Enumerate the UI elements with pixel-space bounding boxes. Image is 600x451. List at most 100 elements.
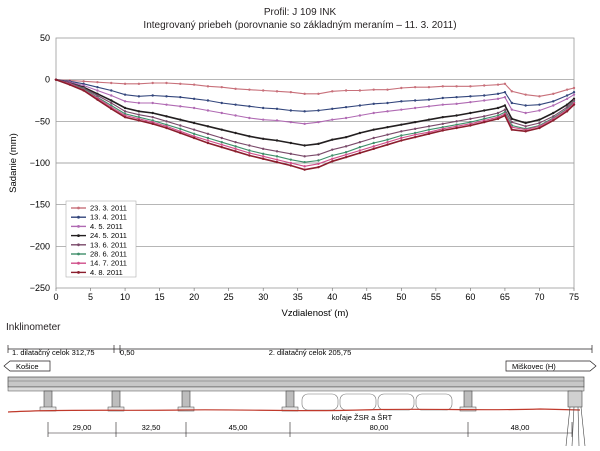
series-point <box>469 124 472 127</box>
chart-title-line2: Integrovaný priebeh (porovnanie so zákla… <box>143 20 457 31</box>
series-point <box>344 153 348 156</box>
train-car <box>339 393 377 411</box>
series-point <box>96 98 99 101</box>
series-point <box>524 111 527 115</box>
series-point <box>220 136 223 140</box>
series-point <box>565 103 569 106</box>
series-point <box>483 119 486 122</box>
series-point <box>413 135 417 139</box>
bridge-pier <box>111 390 121 409</box>
series-point <box>572 93 576 96</box>
legend-marker <box>77 215 80 219</box>
series-point <box>151 122 154 126</box>
series-point <box>220 128 223 131</box>
series-point <box>96 92 99 96</box>
series-point <box>289 109 293 112</box>
x-tick-label: 65 <box>500 292 510 302</box>
series-point <box>123 115 127 119</box>
series-point <box>275 155 279 158</box>
series-point <box>455 120 458 123</box>
series-point <box>289 158 293 161</box>
series-line <box>55 78 575 171</box>
series-point <box>262 118 265 121</box>
series-line <box>55 79 575 97</box>
series-point <box>427 105 431 108</box>
series-point <box>220 101 223 105</box>
series-point <box>372 102 375 106</box>
series-point <box>372 111 375 115</box>
legend-marker <box>77 234 80 238</box>
series-point <box>469 111 472 115</box>
series-point <box>572 90 576 94</box>
series-point <box>248 149 251 152</box>
series-point <box>110 89 113 92</box>
series-point <box>220 140 223 144</box>
series-point <box>372 128 375 131</box>
series-point <box>358 89 362 92</box>
plot-frame <box>55 37 575 289</box>
series-point <box>372 88 375 91</box>
series-point <box>165 125 168 128</box>
series-point <box>483 94 486 97</box>
series-point <box>137 110 141 113</box>
series-point <box>503 108 507 111</box>
series-point <box>469 117 472 121</box>
series-point <box>317 159 320 162</box>
series-point <box>441 85 444 88</box>
series-point <box>220 111 223 115</box>
train-car <box>415 393 453 411</box>
x-tick-label: 55 <box>431 292 441 302</box>
legend-label: 24. 5. 2011 <box>90 231 127 240</box>
series-point <box>538 95 541 98</box>
celok1-label: 1. dilatačný celok 312,75 <box>12 348 95 357</box>
series-point <box>151 94 154 97</box>
series-point <box>234 87 237 91</box>
series-point <box>538 103 541 106</box>
series-point <box>441 127 444 131</box>
series-point <box>275 119 279 122</box>
series-point <box>524 128 527 131</box>
series-point <box>123 106 127 110</box>
series-point <box>262 89 265 92</box>
series-point <box>317 162 320 166</box>
series-point <box>151 81 154 85</box>
series-line <box>55 79 575 157</box>
series-point <box>344 105 348 109</box>
direction-right: Miškovec (H) <box>512 362 556 371</box>
series-point <box>524 130 527 133</box>
series-point <box>358 149 362 152</box>
series-point <box>179 82 182 86</box>
series-point <box>248 154 251 157</box>
series-point <box>331 90 334 93</box>
x-tick-label: 30 <box>258 292 268 302</box>
series-point <box>496 114 500 117</box>
series-point <box>317 92 320 96</box>
series-point <box>386 138 389 141</box>
series-point <box>303 92 306 96</box>
series-point <box>82 84 85 87</box>
series-point <box>234 114 237 117</box>
series-point <box>289 90 293 94</box>
legend-label: 4. 5. 2011 <box>90 222 123 231</box>
series-point <box>192 128 196 131</box>
series-point <box>289 164 293 167</box>
series-point <box>137 82 141 86</box>
series-point <box>552 119 555 122</box>
series-point <box>303 155 306 158</box>
x-tick-label: 5 <box>88 292 93 302</box>
train-car <box>301 393 339 411</box>
series-line <box>55 79 575 167</box>
series-point <box>275 150 279 153</box>
series-point <box>262 137 265 141</box>
span-label: 32,50 <box>142 423 161 432</box>
bridge-pier <box>43 390 53 409</box>
series-point <box>151 111 154 115</box>
series-point <box>275 139 279 142</box>
legend-marker <box>77 225 80 228</box>
pier-footing <box>177 406 195 412</box>
series-point <box>510 101 514 105</box>
series-point <box>331 157 334 161</box>
series-point <box>400 139 403 142</box>
series-point <box>427 132 431 136</box>
